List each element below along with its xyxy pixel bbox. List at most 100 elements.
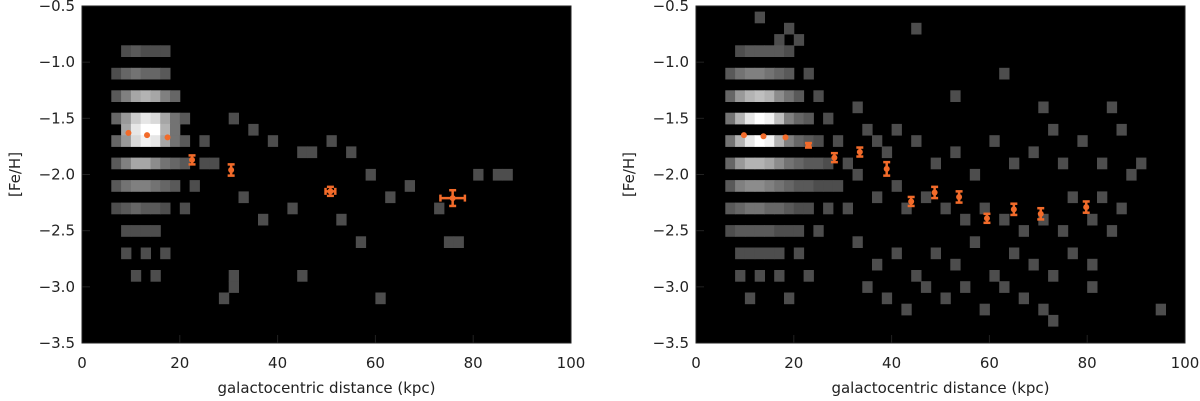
- density-cell: [744, 292, 756, 305]
- density-cell: [375, 292, 386, 305]
- density-cell: [969, 168, 981, 181]
- x-tick-label: 0: [691, 354, 701, 372]
- y-tick-label: −1.0: [39, 53, 75, 71]
- density-cell: [793, 34, 805, 46]
- density-cell: [121, 90, 132, 102]
- density-cell: [121, 45, 132, 57]
- density-cell: [170, 112, 181, 125]
- density-cell: [754, 157, 765, 170]
- density-cell: [764, 225, 775, 237]
- density-cell: [150, 45, 161, 57]
- density-cell: [258, 213, 269, 226]
- density-cell: [774, 225, 785, 237]
- data-marker: [144, 132, 151, 139]
- density-cell: [940, 292, 951, 305]
- data-point: [164, 134, 171, 141]
- density-cell: [346, 146, 357, 159]
- data-marker: [983, 215, 990, 222]
- density-cell: [179, 112, 191, 125]
- x-tick-label: 60: [366, 354, 385, 372]
- data-point: [955, 190, 963, 204]
- density-cell: [793, 135, 805, 147]
- density-cell: [735, 270, 746, 282]
- panel-left: 0 20 40 60 80 100 −3.5 −3.0 −2.5 −2.0 −1.5 −1.0 −0.5…: [6, 0, 585, 397]
- y-axis-label: [Fe/H]: [6, 152, 24, 197]
- density-cell: [1106, 225, 1118, 237]
- density-cell: [248, 123, 259, 136]
- density-cell: [130, 90, 142, 102]
- density-cell: [140, 67, 151, 80]
- density-cell: [735, 247, 746, 260]
- density-cell: [150, 67, 161, 80]
- density-cell: [754, 225, 765, 237]
- density-cell: [492, 168, 504, 181]
- x-tick-label: 100: [557, 354, 586, 372]
- x-tick-label: 100: [1171, 354, 1200, 372]
- density-cell: [735, 202, 746, 215]
- x-tick-label: 20: [170, 354, 189, 372]
- density-cell: [150, 157, 161, 170]
- density-cell: [121, 135, 132, 147]
- density-cell: [130, 270, 142, 282]
- density-cell: [989, 135, 1000, 147]
- density-cell: [209, 157, 220, 170]
- density-cell: [160, 123, 171, 136]
- data-marker: [740, 132, 747, 139]
- density-cell: [744, 202, 756, 215]
- density-cell: [735, 112, 746, 125]
- density-cell: [130, 123, 142, 136]
- density-cell: [774, 135, 785, 147]
- data-marker: [883, 165, 890, 172]
- data-marker: [831, 154, 838, 161]
- y-tick-label: −3.0: [653, 278, 689, 296]
- density-cell: [306, 146, 318, 159]
- density-cell: [852, 168, 863, 181]
- density-cell: [179, 135, 191, 147]
- data-point: [804, 141, 812, 149]
- data-marker: [760, 133, 767, 140]
- data-point: [188, 154, 196, 166]
- density-cell: [813, 225, 824, 237]
- density-cell: [140, 135, 151, 147]
- density-cell: [1087, 213, 1098, 226]
- density-cell: [764, 112, 775, 125]
- axes: 0 20 40 60 80 100 −3.5 −3.0 −2.5 −2.0 −1.5 −1.0 −0.5: [39, 0, 586, 372]
- density-cell: [1048, 270, 1059, 282]
- density-cell: [189, 180, 200, 192]
- density-cell: [150, 135, 161, 147]
- x-axis-label: galactocentric distance (kpc): [217, 379, 435, 397]
- density-cell: [238, 191, 249, 204]
- density-cell: [179, 202, 191, 215]
- density-cell: [930, 247, 941, 260]
- density-cell: [267, 135, 279, 147]
- density-cell: [336, 213, 347, 226]
- density-cell: [1018, 292, 1029, 305]
- density-cell: [872, 135, 883, 147]
- data-marker: [805, 142, 812, 149]
- density-cell: [744, 225, 756, 237]
- density-cell: [852, 236, 863, 248]
- density-cell: [735, 225, 746, 237]
- y-tick-label: −2.5: [39, 222, 75, 240]
- density-cell: [170, 90, 181, 102]
- density-cell: [297, 270, 308, 282]
- density-cell: [872, 258, 883, 271]
- density-cell: [744, 90, 756, 102]
- density-cell: [744, 112, 756, 125]
- density-cell: [784, 202, 795, 215]
- density-cell: [111, 202, 122, 215]
- y-tick-label: −0.5: [653, 0, 689, 15]
- density-cell: [121, 225, 132, 237]
- data-marker: [956, 193, 963, 200]
- density-cell: [832, 135, 844, 147]
- data-point: [1082, 200, 1090, 214]
- density-cell: [1018, 225, 1029, 237]
- density-cell: [199, 157, 210, 170]
- density-cell: [813, 157, 824, 170]
- density-cell: [160, 90, 171, 102]
- data-point: [1010, 202, 1018, 217]
- density-cell: [813, 180, 824, 192]
- density-cell: [121, 157, 132, 170]
- density-cell: [744, 67, 756, 80]
- density-cell: [784, 135, 795, 147]
